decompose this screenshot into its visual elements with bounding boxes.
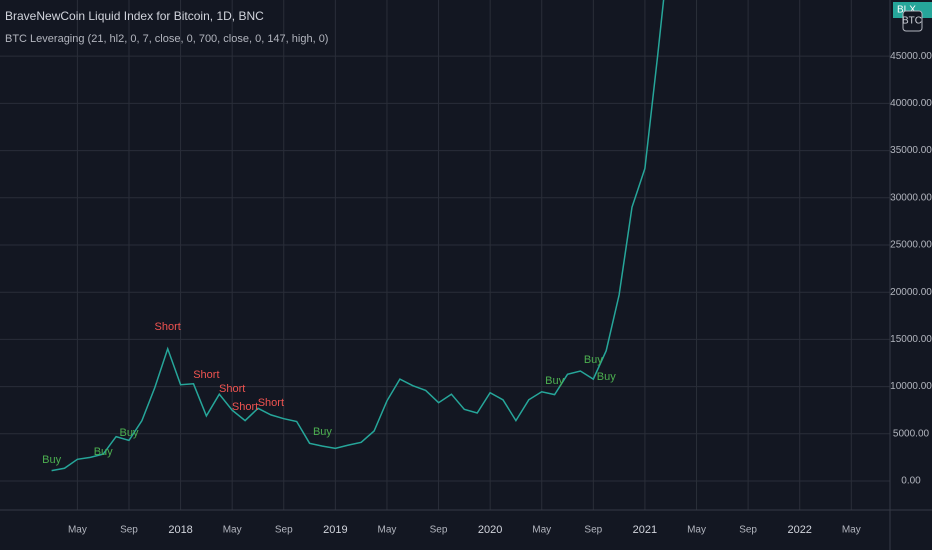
signal-label: Buy (42, 454, 61, 466)
y-tick-label: 25000.00 (890, 240, 932, 251)
y-tick-label: 10000.00 (890, 381, 932, 392)
symbol-badge (902, 10, 923, 32)
signal-label: Short (193, 369, 219, 381)
price-line (51, 0, 665, 472)
signal-label: Buy (597, 371, 616, 383)
x-tick-label: Sep (275, 525, 293, 536)
price-tag-text: BLX (897, 5, 916, 16)
x-tick-label: May (223, 525, 242, 536)
x-tick-label: 2020 (478, 524, 502, 536)
x-tick-label: Sep (739, 525, 757, 536)
x-tick-label: 2021 (633, 524, 657, 536)
signal-label: Short (232, 401, 258, 413)
y-tick-label: 15000.00 (890, 334, 932, 345)
y-tick-label: 0.00 (901, 476, 921, 487)
x-tick-label: Sep (584, 525, 602, 536)
x-tick-label: May (68, 525, 87, 536)
symbol-text: BTC (902, 16, 922, 27)
signal-label: Buy (584, 354, 603, 366)
x-tick-label: May (842, 525, 861, 536)
y-tick-label: 35000.00 (890, 145, 932, 156)
indicator-label: BTC Leveraging (21, hl2, 0, 7, close, 0,… (5, 33, 328, 45)
x-tick-label: May (532, 525, 551, 536)
y-tick-label: 20000.00 (890, 287, 932, 298)
signal-label: Short (219, 383, 245, 395)
y-tick-label: 30000.00 (890, 192, 932, 203)
chart-title: BraveNewCoin Liquid Index for Bitcoin, 1… (5, 9, 264, 23)
signal-label: Short (258, 397, 284, 409)
signal-label: Buy (94, 446, 113, 458)
x-tick-label: May (687, 525, 706, 536)
x-tick-label: May (378, 525, 397, 536)
signal-label: Short (155, 321, 181, 333)
signal-label: Buy (120, 427, 139, 439)
signal-label: Buy (313, 426, 332, 438)
y-tick-label: 40000.00 (890, 98, 932, 109)
y-tick-label: 5000.00 (893, 428, 930, 439)
x-tick-label: 2018 (168, 524, 192, 536)
y-tick-label: 45000.00 (890, 51, 932, 62)
signal-label: Buy (545, 375, 564, 387)
x-tick-label: Sep (430, 525, 448, 536)
x-tick-label: 2019 (323, 524, 347, 536)
x-tick-label: 2022 (787, 524, 811, 536)
x-tick-label: Sep (120, 525, 138, 536)
